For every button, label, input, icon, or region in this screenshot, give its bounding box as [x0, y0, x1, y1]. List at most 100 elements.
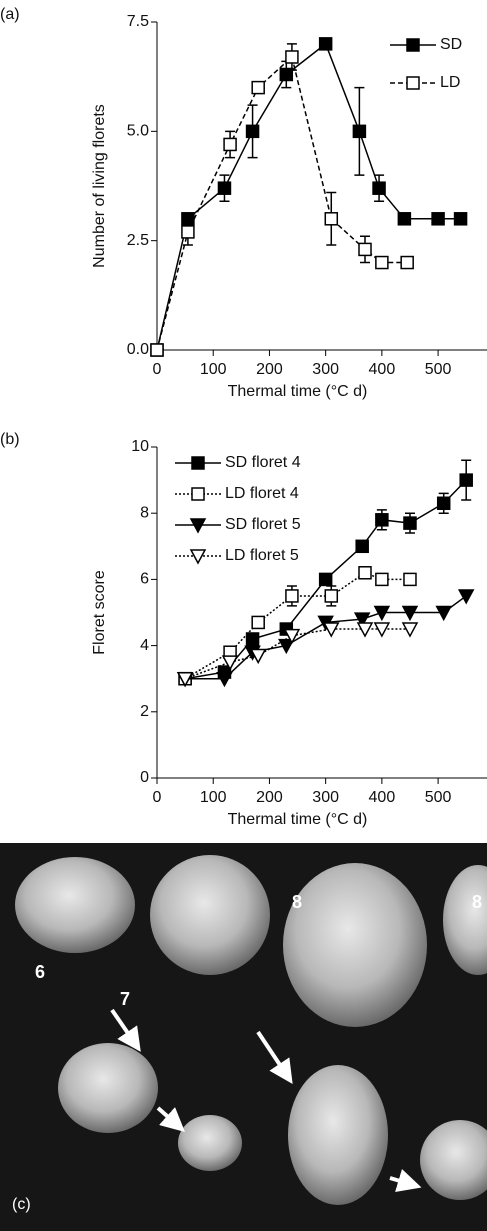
y-tick-label: 7.5	[127, 13, 149, 30]
marker	[181, 225, 195, 239]
x-tick-label: 200	[256, 789, 283, 806]
marker	[324, 212, 339, 226]
marker	[356, 622, 374, 638]
x-tick-label: 500	[425, 361, 452, 378]
legend-marker	[191, 487, 205, 501]
legend-marker	[191, 456, 205, 470]
marker	[318, 572, 333, 587]
legend-label: SD floret 5	[225, 516, 301, 533]
photo-panel: 6 7 8 8 (c)	[0, 843, 487, 1231]
marker	[373, 622, 391, 638]
y-tick-label: 2.5	[127, 232, 149, 249]
x-tick-label: 300	[312, 789, 339, 806]
legend-label: LD floret 5	[225, 547, 299, 564]
y-tick-label: 10	[131, 438, 149, 455]
y-tick-label: 0.0	[127, 341, 149, 358]
arrow	[110, 1008, 141, 1052]
y-axis-label: Floret score	[91, 570, 108, 655]
legend-marker	[406, 76, 420, 90]
y-tick-label: 6	[140, 571, 149, 588]
marker	[245, 124, 260, 139]
stage-label: 7	[120, 989, 130, 1009]
legend-marker	[189, 518, 207, 534]
x-tick-label: 100	[200, 361, 227, 378]
panel-label: (a)	[0, 6, 20, 23]
stage-label: 8	[472, 892, 482, 912]
marker	[283, 628, 301, 645]
marker	[457, 589, 475, 605]
series-line	[156, 42, 461, 351]
y-tick-label: 2	[140, 703, 149, 720]
marker	[375, 572, 389, 587]
series-line	[156, 55, 408, 351]
floret-image	[178, 1115, 242, 1171]
marker	[435, 605, 452, 622]
floret-image	[443, 865, 487, 975]
marker	[400, 255, 414, 270]
x-axis-label: Thermal time (°C d)	[228, 811, 368, 828]
legend-label: SD	[440, 36, 462, 53]
marker	[372, 181, 386, 195]
marker	[431, 212, 445, 226]
legend-label: LD floret 4	[225, 485, 299, 502]
x-tick-label: 0	[153, 789, 162, 806]
legend-label: SD floret 4	[225, 454, 301, 471]
marker	[221, 655, 239, 671]
stage-label: 8	[292, 892, 302, 912]
marker	[403, 516, 417, 530]
panel-label: (b)	[0, 431, 20, 448]
legend-label: LD	[440, 74, 460, 91]
marker	[279, 67, 294, 82]
x-tick-label: 400	[369, 789, 396, 806]
y-axis-label: Number of living florets	[91, 104, 108, 268]
arrow	[389, 1169, 422, 1193]
marker	[453, 212, 468, 226]
x-tick-label: 100	[200, 789, 227, 806]
marker	[373, 605, 391, 622]
stage-label: 6	[35, 962, 45, 982]
marker	[318, 37, 333, 51]
marker	[355, 539, 369, 554]
y-tick-label: 5.0	[127, 123, 149, 140]
marker	[285, 50, 299, 64]
marker	[251, 80, 265, 95]
x-tick-label: 300	[312, 361, 339, 378]
series-line	[185, 595, 467, 680]
legend-marker	[189, 549, 207, 565]
marker	[217, 181, 232, 195]
marker	[150, 343, 164, 357]
marker	[352, 124, 367, 139]
marker	[401, 622, 419, 638]
y-tick-label: 8	[140, 504, 149, 521]
marker	[249, 648, 267, 665]
floret-image	[288, 1065, 388, 1205]
marker	[324, 589, 339, 603]
marker	[375, 513, 389, 527]
marker	[353, 612, 371, 628]
marker	[216, 671, 233, 688]
floret-image	[420, 1120, 487, 1200]
marker	[285, 589, 299, 603]
y-tick-label: 0	[140, 769, 149, 786]
floret-image	[58, 1043, 158, 1133]
marker	[223, 137, 237, 152]
y-tick-label: 4	[140, 637, 149, 654]
marker	[459, 473, 473, 487]
marker	[375, 255, 389, 270]
floret-image	[283, 863, 427, 1027]
marker	[251, 615, 265, 630]
legend-marker	[406, 38, 420, 52]
floret-image	[15, 857, 135, 953]
series-line	[184, 479, 467, 680]
marker	[401, 605, 419, 622]
panel-label: (c)	[12, 1196, 31, 1213]
marker	[358, 566, 372, 580]
marker	[397, 212, 412, 226]
marker	[323, 622, 340, 638]
x-tick-label: 0	[153, 361, 162, 378]
x-axis-label: Thermal time (°C d)	[228, 383, 368, 400]
marker	[245, 632, 260, 646]
x-tick-label: 500	[425, 789, 452, 806]
arrow	[256, 1030, 293, 1084]
